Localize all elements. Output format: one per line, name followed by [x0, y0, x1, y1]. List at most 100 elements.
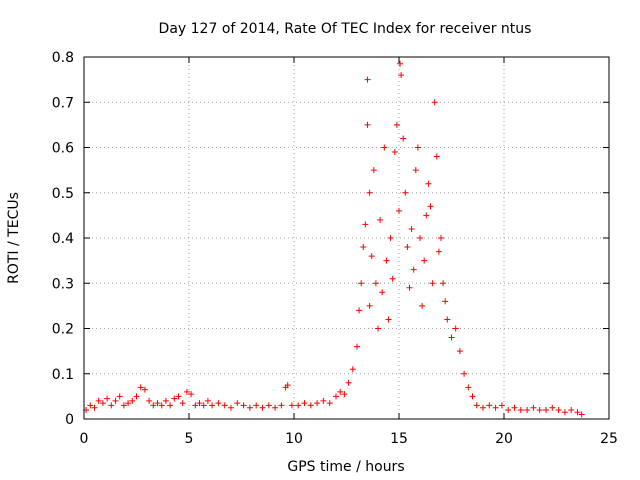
data-point — [425, 180, 432, 187]
data-point — [337, 388, 344, 395]
data-point — [150, 402, 157, 409]
data-point — [379, 289, 386, 296]
data-point — [423, 212, 430, 219]
data-point — [410, 266, 417, 273]
data-point — [574, 409, 581, 416]
data-point — [200, 402, 207, 409]
data-point — [154, 400, 161, 407]
x-tick-label: 20 — [495, 431, 513, 447]
data-point — [393, 121, 400, 128]
data-point — [406, 284, 413, 291]
data-point — [414, 144, 421, 151]
data-point — [204, 397, 211, 404]
data-point — [419, 302, 426, 309]
data-points — [83, 60, 585, 418]
data-point — [396, 207, 402, 214]
data-point — [429, 280, 436, 287]
data-point — [438, 235, 444, 241]
x-tick-label: 25 — [600, 431, 618, 447]
data-point — [356, 307, 363, 314]
data-point — [465, 384, 472, 391]
grid — [84, 57, 609, 419]
data-point — [431, 99, 438, 106]
data-point — [234, 400, 241, 407]
data-point — [112, 397, 119, 404]
x-tick-label: 5 — [185, 431, 194, 447]
data-point — [473, 402, 480, 409]
data-point — [364, 76, 371, 83]
data-point — [456, 348, 463, 355]
data-point — [99, 400, 106, 407]
data-point — [568, 406, 575, 413]
y-tick-label: 0.7 — [52, 95, 74, 111]
data-point — [215, 400, 222, 407]
data-point — [440, 280, 447, 287]
data-point — [171, 395, 178, 402]
data-point — [448, 334, 455, 341]
data-point — [402, 189, 409, 196]
data-point — [486, 402, 493, 409]
data-point — [175, 393, 182, 400]
data-point — [469, 393, 476, 400]
y-tick-label: 0.8 — [52, 50, 74, 66]
data-point — [146, 397, 153, 404]
data-point — [209, 402, 216, 409]
data-point — [108, 402, 115, 409]
data-point — [167, 402, 174, 409]
data-point — [555, 406, 562, 413]
data-point — [141, 386, 148, 393]
data-point — [320, 397, 327, 404]
data-point — [536, 406, 543, 413]
data-point — [228, 404, 234, 411]
data-point — [272, 404, 279, 411]
data-point — [412, 167, 419, 174]
data-point — [362, 221, 369, 228]
x-axis-label: GPS time / hours — [287, 459, 404, 475]
data-point — [442, 298, 449, 305]
y-tick-label: 0.5 — [52, 186, 74, 202]
axis-ticks: 0 5 10 15 20 25 0 0.1 0.2 0.3 0.4 0.5 0.6 0.7 0.8 — [52, 50, 618, 447]
data-point — [288, 402, 295, 409]
x-tick-label: 10 — [285, 431, 303, 447]
y-axis-label: ROTI / TECUs — [6, 192, 22, 284]
y-tick-label: 0 — [65, 412, 74, 428]
data-point — [372, 280, 379, 287]
data-point — [375, 325, 381, 332]
data-point — [530, 404, 537, 411]
data-point — [452, 325, 459, 332]
data-point — [561, 409, 568, 416]
data-point — [87, 402, 94, 409]
data-point — [341, 391, 348, 398]
data-point — [524, 406, 531, 413]
data-point — [421, 257, 428, 264]
data-point — [358, 280, 365, 287]
data-point — [129, 397, 136, 404]
data-point — [307, 402, 314, 409]
data-point — [389, 275, 396, 282]
data-point — [368, 253, 375, 260]
data-point — [517, 406, 524, 413]
data-point — [95, 397, 102, 404]
data-point — [387, 235, 394, 241]
data-point — [427, 203, 434, 210]
data-point — [417, 235, 423, 241]
data-point — [259, 404, 266, 411]
data-point — [549, 404, 556, 411]
data-point — [91, 404, 98, 411]
y-tick-label: 0.1 — [52, 367, 74, 383]
data-point — [480, 404, 486, 411]
data-point — [435, 248, 442, 255]
data-point — [366, 189, 373, 196]
data-point — [196, 400, 203, 407]
data-point — [543, 406, 549, 413]
data-point — [240, 402, 247, 409]
data-point — [498, 402, 505, 409]
data-point — [397, 60, 404, 67]
data-point — [104, 395, 111, 402]
y-tick-label: 0.4 — [52, 231, 74, 247]
data-point — [295, 402, 302, 409]
data-point — [354, 343, 360, 350]
data-point — [408, 225, 415, 232]
data-point — [511, 404, 518, 411]
data-point — [578, 411, 585, 418]
